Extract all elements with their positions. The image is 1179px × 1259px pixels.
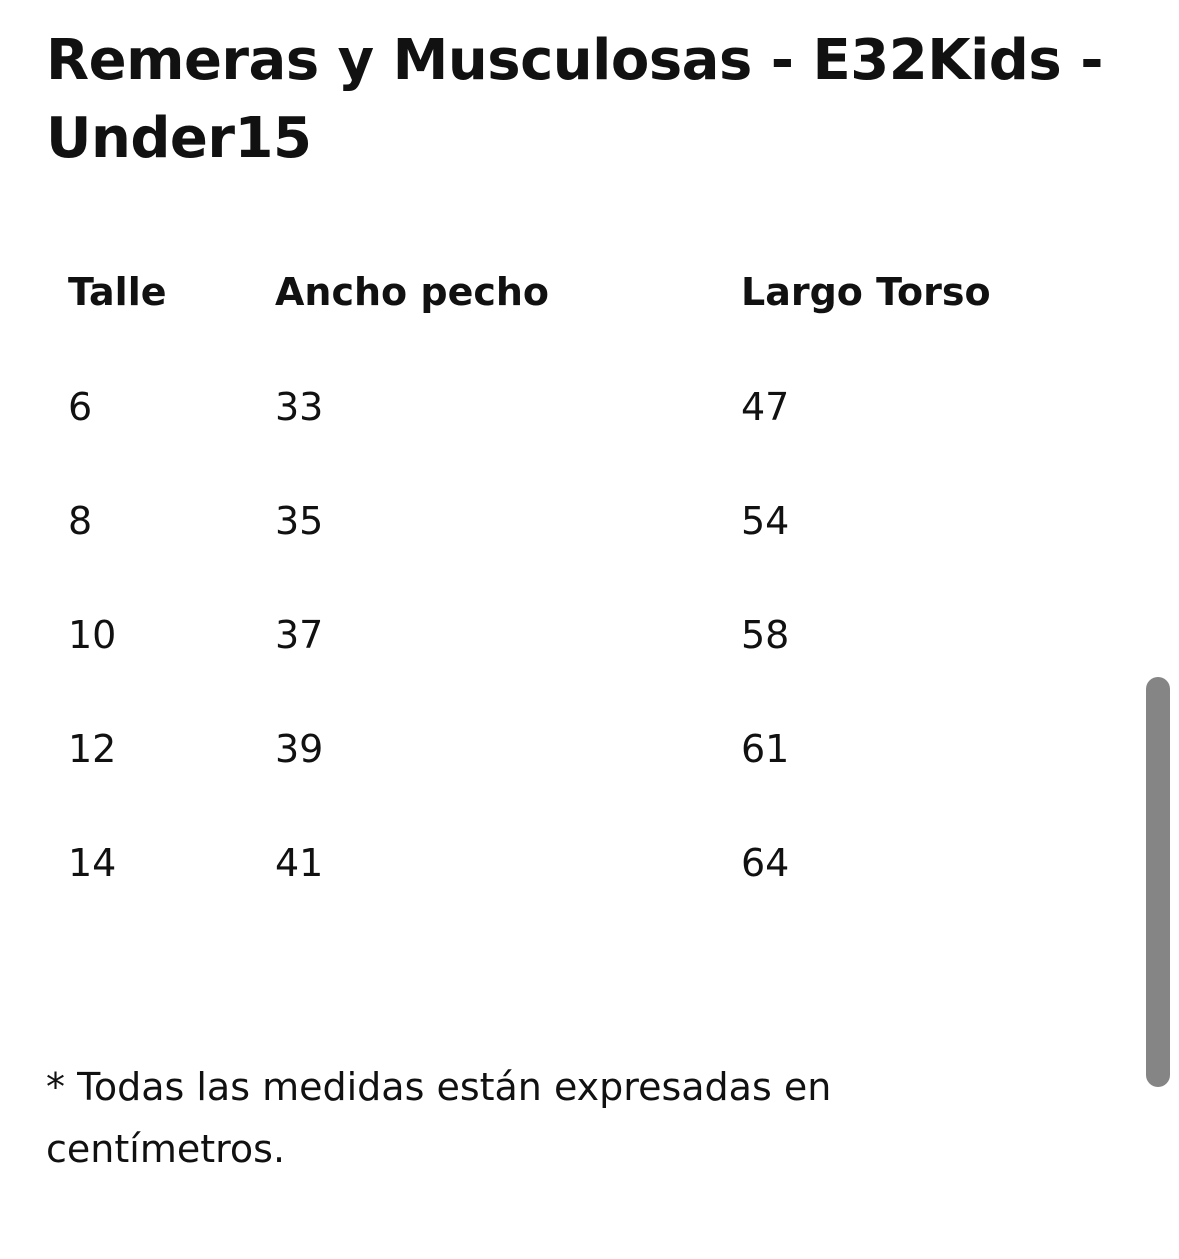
column-header-talle: Talle (68, 270, 167, 314)
table-cell-ancho-pecho: 37 (275, 613, 324, 657)
table-cell-ancho-pecho: 41 (275, 841, 324, 885)
table-cell-largo-torso: 54 (741, 499, 790, 543)
scrollbar-thumb[interactable] (1146, 677, 1170, 1087)
column-header-ancho-pecho: Ancho pecho (275, 270, 550, 314)
table-cell-largo-torso: 47 (741, 385, 790, 429)
table-cell-talle: 8 (68, 499, 93, 543)
table-cell-talle: 14 (68, 841, 117, 885)
table-cell-talle: 12 (68, 727, 117, 771)
footnote: * Todas las medidas están expresadas en … (46, 1065, 832, 1171)
table-cell-largo-torso: 61 (741, 727, 790, 771)
table-cell-ancho-pecho: 35 (275, 499, 324, 543)
table-cell-largo-torso: 64 (741, 841, 790, 885)
page-title: Remeras y Musculosas - E32Kids - Under15 (46, 28, 1103, 171)
table-cell-talle: 6 (68, 385, 93, 429)
table-cell-ancho-pecho: 39 (275, 727, 324, 771)
column-header-largo-torso: Largo Torso (741, 270, 991, 314)
table-cell-talle: 10 (68, 613, 117, 657)
table-cell-ancho-pecho: 33 (275, 385, 324, 429)
table-cell-largo-torso: 58 (741, 613, 790, 657)
